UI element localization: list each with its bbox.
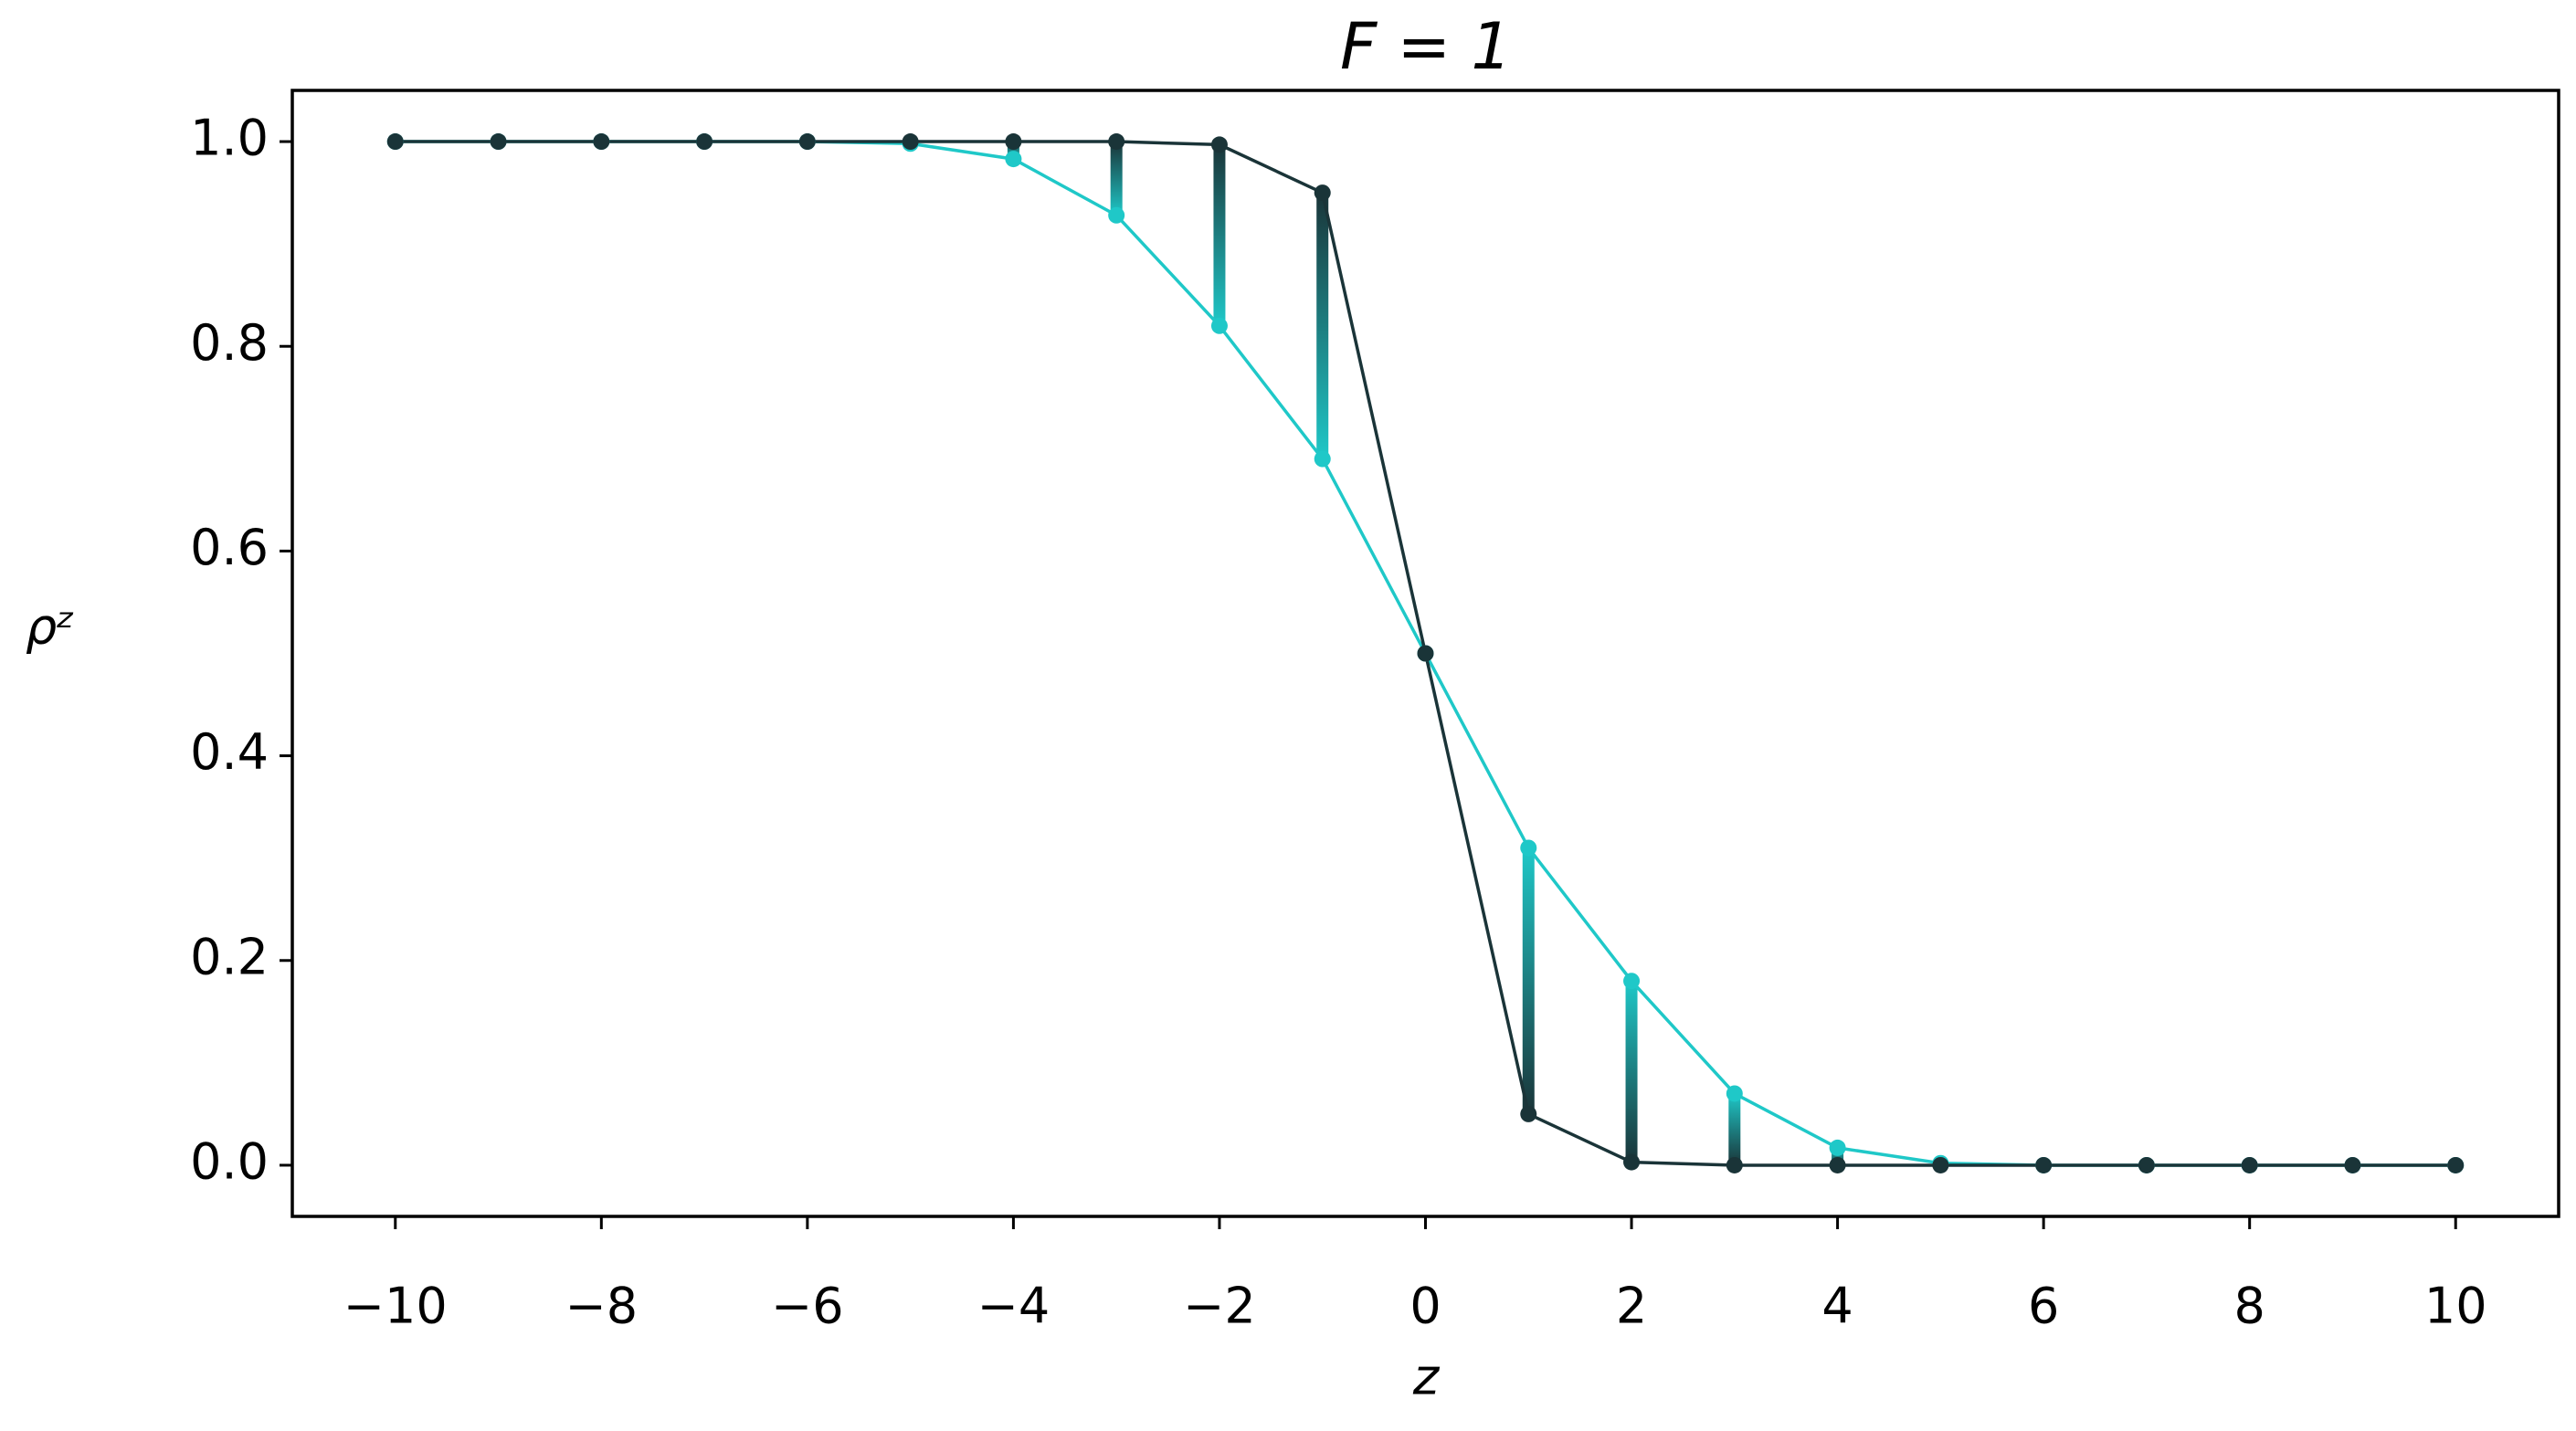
- series-point: [593, 133, 610, 151]
- series-point: [1314, 450, 1331, 468]
- y-tick-label: 0.8: [190, 314, 269, 372]
- y-tick-label: 1.0: [190, 110, 269, 167]
- series-point: [1520, 1105, 1537, 1122]
- series-point: [902, 133, 919, 151]
- series-point: [386, 133, 404, 151]
- series-point: [2035, 1156, 2053, 1173]
- series-point: [2447, 1156, 2465, 1173]
- x-tick-label: 0: [1409, 1278, 1441, 1335]
- series-point: [1520, 839, 1537, 857]
- series-point: [490, 133, 507, 151]
- x-tick-label: −6: [771, 1278, 844, 1335]
- x-tick-label: 6: [2028, 1278, 2059, 1335]
- series-point: [1829, 1156, 1846, 1173]
- x-tick-label: −2: [1183, 1278, 1256, 1335]
- x-tick-label: 10: [2424, 1278, 2487, 1335]
- x-tick-label: −8: [565, 1278, 639, 1335]
- series-point: [1314, 184, 1331, 202]
- series-point: [1005, 151, 1022, 168]
- series-point: [1210, 317, 1228, 334]
- series-point: [1726, 1156, 1743, 1173]
- y-tick-label: 0.4: [190, 723, 269, 781]
- series-point: [1210, 136, 1228, 153]
- series-point: [1005, 133, 1022, 151]
- x-tick-label: −10: [343, 1278, 448, 1335]
- x-tick-label: 2: [1616, 1278, 1647, 1335]
- x-tick-label: 4: [1821, 1278, 1853, 1335]
- y-tick-label: 0.2: [190, 928, 269, 985]
- series-point: [2138, 1156, 2155, 1173]
- series-point: [1108, 206, 1125, 224]
- chart-title: F = 1: [1340, 9, 1512, 84]
- y-axis-label: ρᶻ: [26, 598, 75, 656]
- series-point: [2241, 1156, 2258, 1173]
- series-point: [1417, 645, 1434, 662]
- x-tick-label: 8: [2234, 1278, 2265, 1335]
- series-point: [1726, 1085, 1743, 1102]
- x-tick-label: −4: [977, 1278, 1050, 1335]
- series-point: [1623, 973, 1641, 990]
- y-tick-label: 0.6: [190, 519, 269, 576]
- series-point: [696, 133, 713, 151]
- series-point: [2344, 1156, 2361, 1173]
- series-point: [1623, 1153, 1641, 1171]
- plot-frame: [290, 89, 2560, 1218]
- series-point: [1829, 1139, 1846, 1156]
- series-point: [798, 133, 816, 151]
- y-tick-label: 0.0: [190, 1133, 269, 1191]
- series-point: [1108, 133, 1125, 151]
- x-axis-label: z: [1412, 1349, 1441, 1406]
- series-point: [1932, 1156, 1949, 1173]
